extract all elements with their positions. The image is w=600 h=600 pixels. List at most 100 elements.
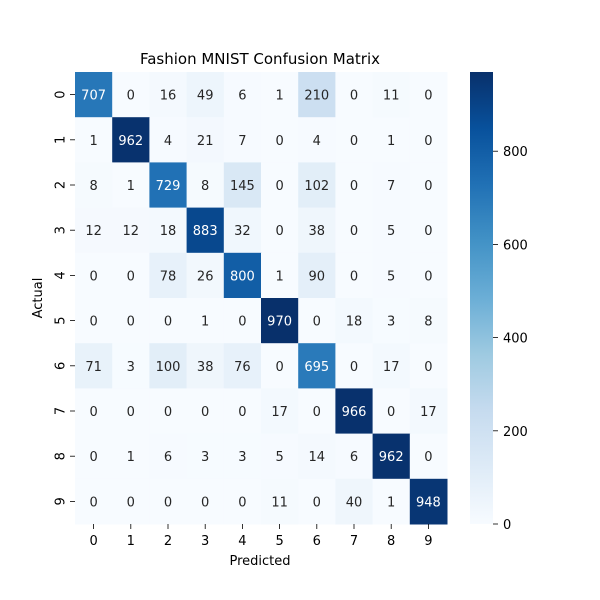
- heatmap-cell: [149, 433, 188, 480]
- y-tick-label: 0: [54, 90, 69, 98]
- cell-value-label: 16: [160, 89, 177, 104]
- heatmap-cell: [409, 117, 448, 163]
- heatmap-cell: [75, 433, 113, 480]
- cell-value-label: 0: [275, 224, 283, 239]
- x-axis-ticks: 0 1 2 3 4 5 6 7 8 9: [89, 524, 433, 549]
- cell-value-label: 1: [201, 315, 209, 330]
- cell-value-label: 0: [424, 179, 432, 194]
- cell-value-label: 210: [304, 89, 329, 104]
- heatmap-cell: [335, 162, 374, 209]
- heatmap-cell: [409, 72, 448, 118]
- heatmap-cell: [261, 478, 299, 525]
- cell-value-label: 0: [201, 495, 209, 510]
- cell-value-label: 0: [238, 315, 246, 330]
- cell-value-label: 883: [193, 224, 218, 239]
- cell-value-label: 0: [275, 134, 283, 149]
- heatmap-cell: [149, 207, 188, 254]
- heatmap-cell: [112, 343, 150, 389]
- cell-value-label: 0: [89, 405, 97, 420]
- cell-value-label: 1: [127, 450, 135, 465]
- heatmap-cell: [261, 207, 299, 254]
- x-tick-label: 2: [164, 534, 172, 549]
- cell-value-label: 17: [420, 405, 437, 420]
- heatmap-cell: [112, 298, 150, 344]
- cell-value-label: 0: [89, 269, 97, 284]
- heatmap-cell: [372, 343, 411, 389]
- heatmap-cell: [75, 162, 113, 209]
- x-tick-label: 3: [201, 534, 209, 549]
- heatmap-cell: [261, 388, 299, 435]
- cell-value-label: 1: [387, 134, 395, 149]
- cell-value-label: 18: [160, 224, 177, 239]
- heatmap-cell: [372, 117, 411, 163]
- cell-value-label: 0: [201, 405, 209, 420]
- heatmap-cell: [223, 343, 262, 389]
- heatmap-cell: [261, 117, 299, 163]
- x-axis-label: Predicted: [229, 554, 290, 569]
- cell-value-label: 21: [197, 134, 214, 149]
- colorbar-ticks: 0 200 400 600 800: [493, 145, 528, 533]
- y-tick-label: 2: [54, 181, 69, 189]
- cell-value-label: 18: [346, 315, 363, 330]
- heatmap-cell: [75, 298, 113, 344]
- x-tick-label: 6: [313, 534, 321, 549]
- heatmap-cell: [298, 388, 336, 435]
- heatmap-cell: [335, 433, 374, 480]
- heatmap-cell: [223, 252, 262, 299]
- cell-value-label: 71: [85, 360, 102, 375]
- heatmap-cell: [409, 162, 448, 209]
- y-tick-label: 4: [54, 271, 69, 279]
- heatmap-cell: [335, 252, 374, 299]
- cell-value-label: 729: [156, 179, 181, 194]
- heatmap-cell: [372, 207, 411, 254]
- heatmap-cell: [409, 207, 448, 254]
- heatmap-cell: [186, 298, 225, 344]
- cell-value-label: 3: [127, 360, 135, 375]
- cell-value-label: 38: [197, 360, 214, 375]
- cell-value-label: 0: [350, 179, 358, 194]
- heatmap-cell: [261, 162, 299, 209]
- heatmap-cell: [298, 162, 336, 209]
- heatmap-cell: [409, 433, 448, 480]
- heatmap-cell: [409, 478, 448, 525]
- heatmap-cell: [149, 298, 188, 344]
- cell-value-label: 962: [379, 450, 404, 465]
- cell-value-label: 17: [383, 360, 400, 375]
- cell-value-label: 5: [387, 269, 395, 284]
- cell-value-label: 4: [313, 134, 321, 149]
- y-tick-label: 8: [54, 452, 69, 460]
- cell-value-label: 7: [387, 179, 395, 194]
- heatmap-cell: [298, 478, 336, 525]
- cell-value-label: 0: [89, 450, 97, 465]
- heatmap-cell: [335, 298, 374, 344]
- cell-value-label: 0: [350, 134, 358, 149]
- cell-value-label: 0: [424, 134, 432, 149]
- cell-value-label: 0: [424, 89, 432, 104]
- cell-value-label: 76: [234, 360, 251, 375]
- x-tick-label: 0: [89, 534, 97, 549]
- heatmap-cell: [75, 478, 113, 525]
- heatmap-cell: [298, 298, 336, 344]
- heatmap-cell: [372, 478, 411, 525]
- cell-value-label: 0: [424, 269, 432, 284]
- heatmap-cell: [335, 117, 374, 163]
- cell-value-label: 12: [85, 224, 102, 239]
- heatmap-cell: [149, 343, 188, 389]
- cell-value-label: 0: [164, 495, 172, 510]
- heatmap-cell: [112, 478, 150, 525]
- heatmap-cell: [372, 252, 411, 299]
- heatmap-cell: [335, 207, 374, 254]
- cell-value-label: 14: [309, 450, 326, 465]
- heatmap-cell: [149, 117, 188, 163]
- heatmap-cell: [298, 207, 336, 254]
- heatmap-cell: [149, 388, 188, 435]
- cell-value-label: 0: [387, 405, 395, 420]
- cell-value-label: 8: [89, 179, 97, 194]
- y-tick-label: 5: [54, 316, 69, 324]
- cell-value-label: 78: [160, 269, 177, 284]
- heatmap-cell: [335, 388, 374, 435]
- heatmap-cell: [149, 72, 188, 118]
- y-tick-label: 6: [54, 362, 69, 370]
- cell-value-label: 0: [164, 405, 172, 420]
